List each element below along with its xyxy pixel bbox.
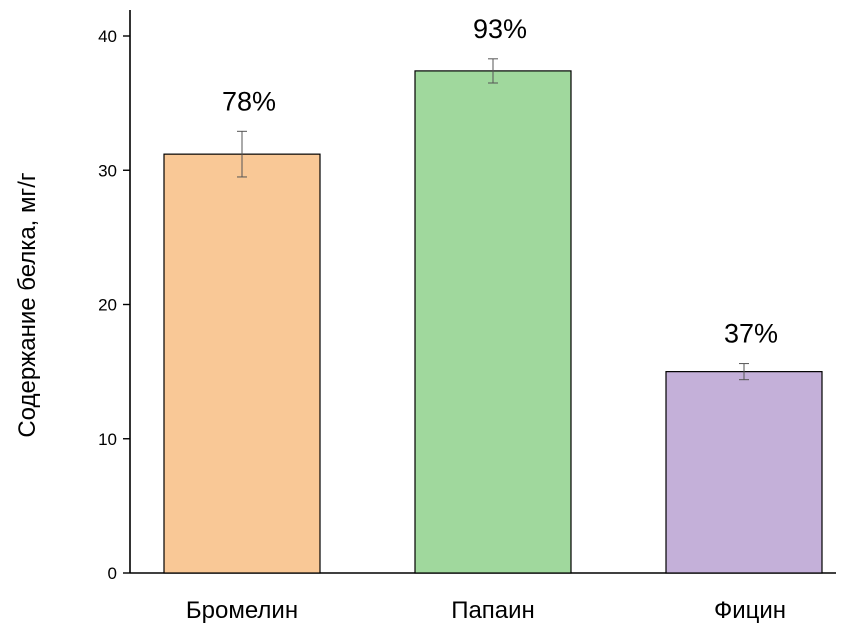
bar: [163, 153, 321, 574]
data-label: 93%: [473, 14, 527, 44]
y-tick-label: 20: [98, 296, 117, 315]
category-label: Бромелин: [186, 597, 298, 624]
y-tick-label: 0: [108, 564, 117, 583]
bar: [414, 70, 572, 574]
y-tick-label: 30: [98, 161, 117, 180]
category-label: Фицин: [714, 597, 786, 624]
y-tick-label: 10: [98, 430, 117, 449]
y-tick-label: 40: [98, 27, 117, 46]
y-axis-title: Содержание белка, мг/г: [14, 172, 41, 438]
plot-area: 0 10 20 30 40 78% Бромелин 93% Папаин 37% Фицин: [98, 10, 836, 624]
bar: [665, 371, 823, 574]
data-label: 37%: [724, 319, 778, 349]
data-label: 78%: [222, 86, 276, 116]
category-label: Папаин: [451, 597, 535, 624]
